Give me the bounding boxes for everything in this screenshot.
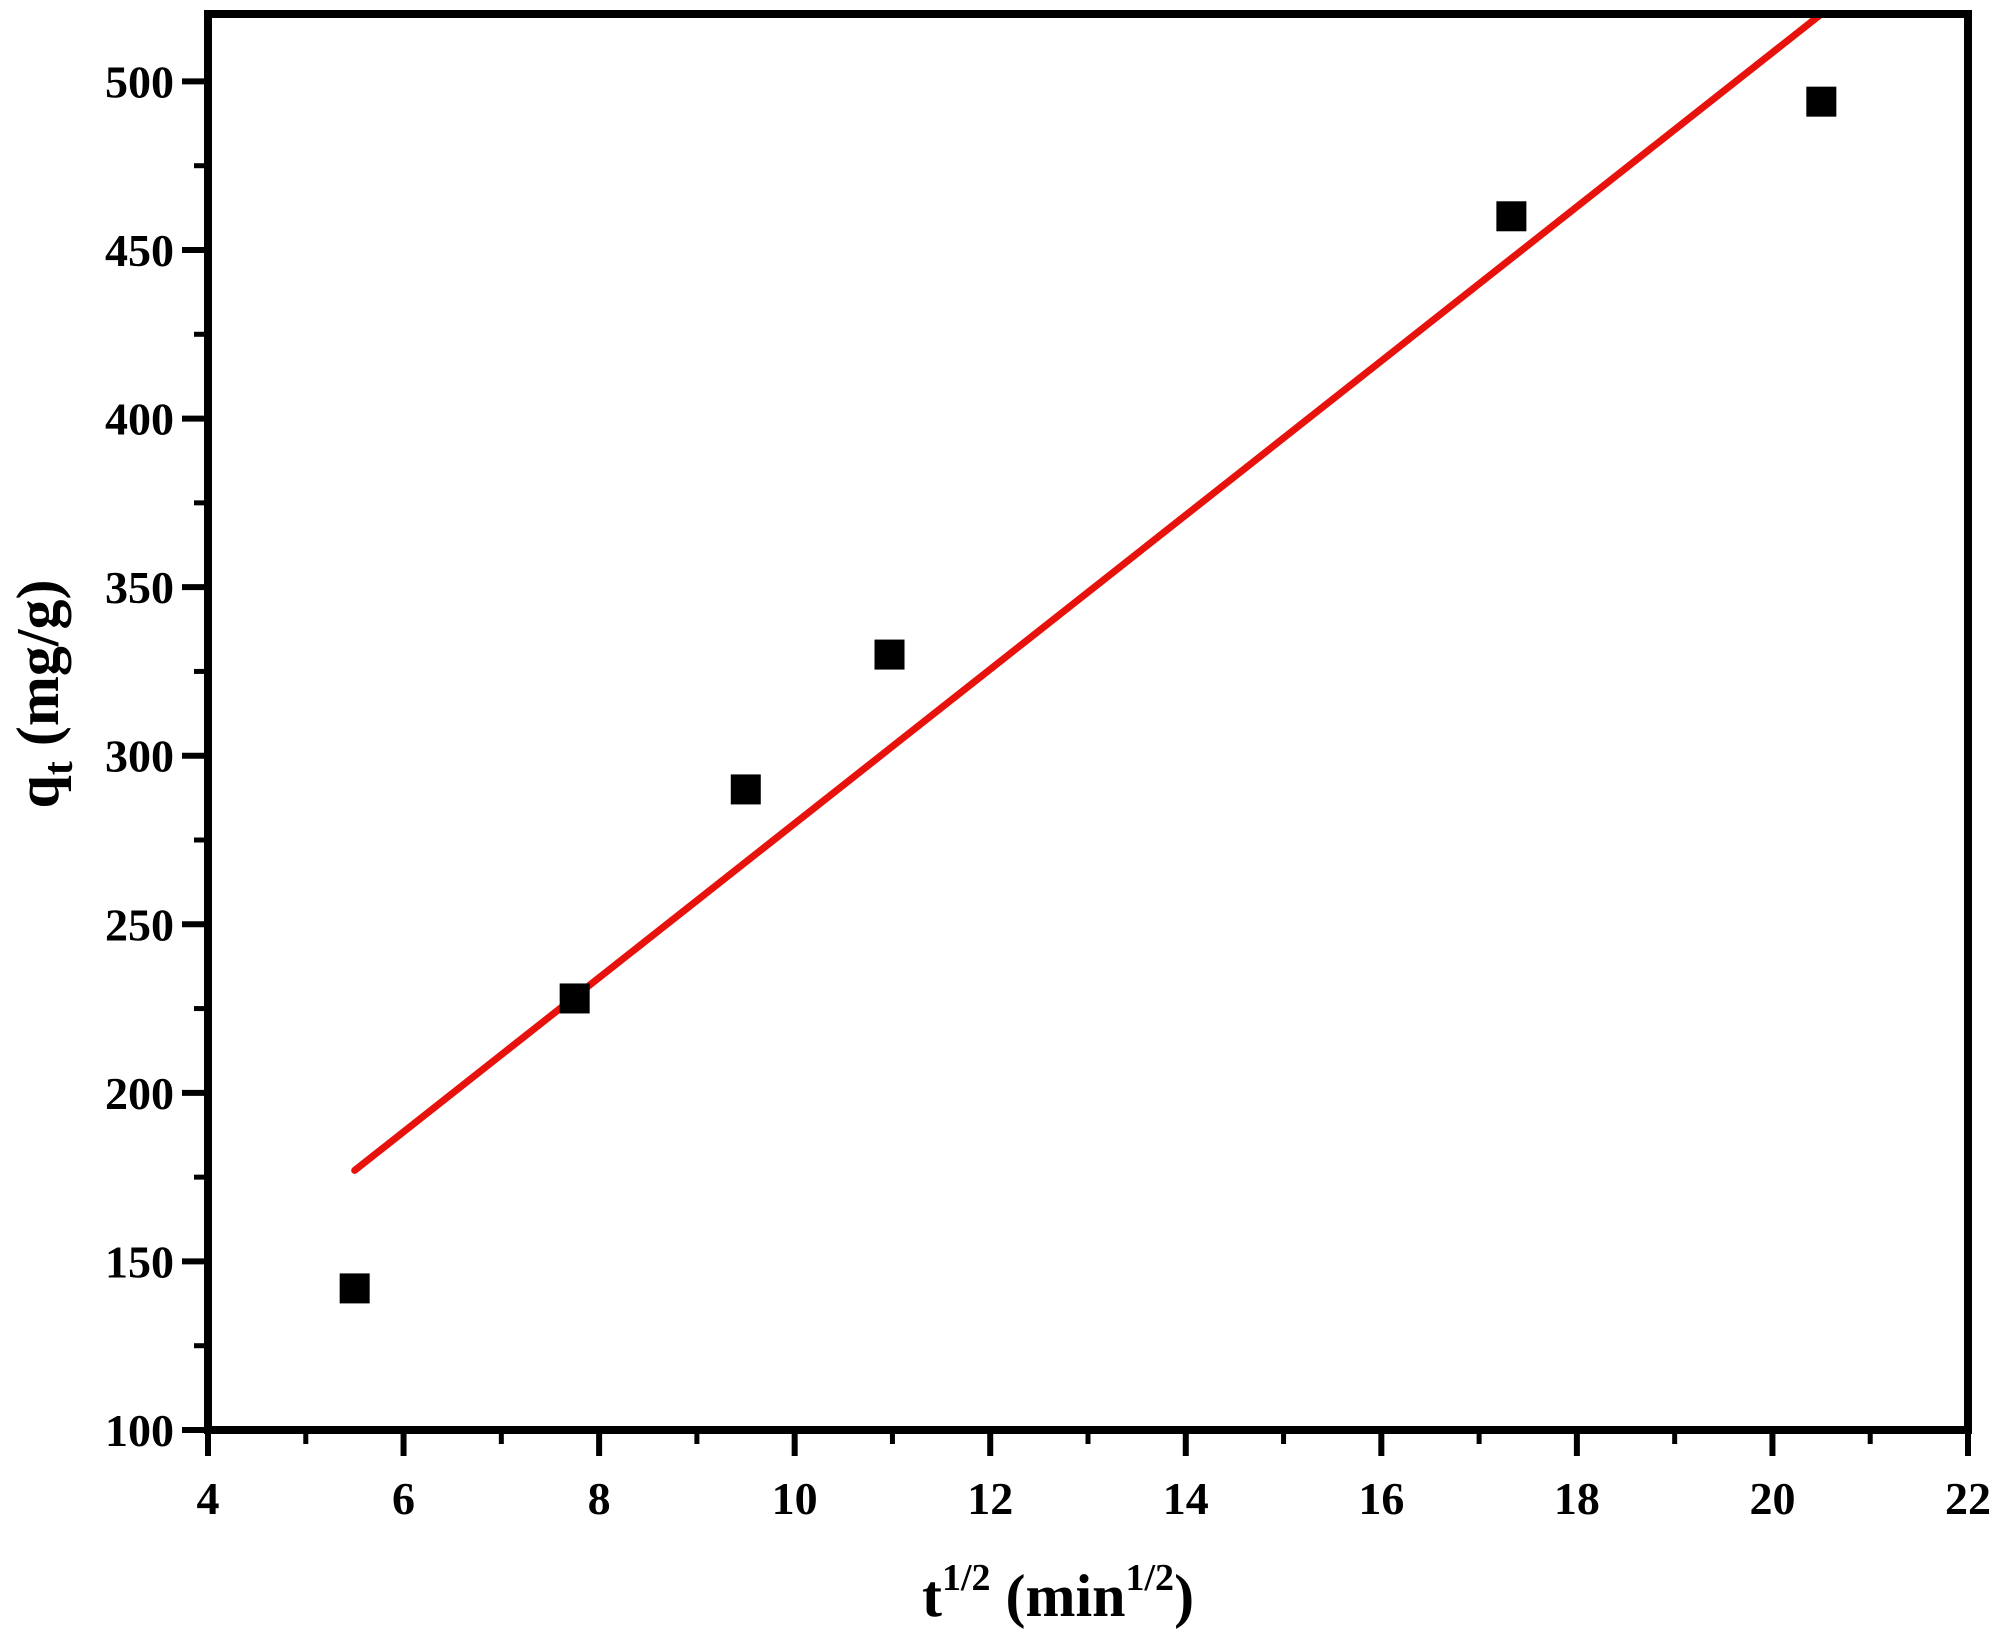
x-tick-label: 16 (1358, 1473, 1404, 1524)
y-axis-title: qt (mg/g) (5, 580, 82, 809)
x-tick-label: 14 (1163, 1473, 1209, 1524)
x-axis-title: t1/2 (min1/2) (922, 1557, 1194, 1629)
fit-line-layer (351, 10, 1825, 1174)
fit-line (351, 10, 1825, 1174)
y-axis-title-base: q (5, 775, 71, 808)
x-tick-label: 18 (1554, 1473, 1600, 1524)
y-tick-label: 200 (105, 1068, 174, 1119)
data-point (1806, 86, 1837, 117)
y-tick-label: 300 (105, 731, 174, 782)
x-axis-title-base: t (922, 1563, 942, 1629)
x-tick-label: 20 (1749, 1473, 1795, 1524)
y-axis-title-rest: (mg/g) (5, 580, 71, 762)
data-point (730, 774, 761, 805)
y-tick-label: 100 (105, 1405, 174, 1456)
y-tick-label: 500 (105, 56, 174, 107)
data-point (559, 983, 590, 1014)
x-tick-label: 22 (1945, 1473, 1991, 1524)
x-tick-label: 10 (772, 1473, 818, 1524)
x-tick-label: 4 (197, 1473, 220, 1524)
x-tick-label: 8 (588, 1473, 611, 1524)
y-tick-label: 250 (105, 899, 174, 950)
y-tick-label: 450 (105, 225, 174, 276)
y-tick-label: 400 (105, 394, 174, 445)
x-axis-title-sup2: 1/2 (1126, 1557, 1175, 1599)
data-point (339, 1273, 370, 1304)
plot-frame (204, 10, 1972, 1434)
y-tick-label: 350 (105, 562, 174, 613)
x-axis-title-mid: (min (991, 1563, 1126, 1629)
scatter-points-layer (339, 86, 1837, 1304)
data-point (1496, 201, 1527, 232)
y-axis-title-sub: t (36, 761, 82, 775)
x-axis-title-sup: 1/2 (942, 1557, 991, 1599)
y-tick-label: 150 (105, 1236, 174, 1287)
ticks-layer (182, 78, 1971, 1456)
tick-labels-layer: 4 6 8 10 12 14 16 18 20 22 100 150 200 250 300 350 400 45… (105, 56, 1991, 1524)
x-tick-label: 12 (967, 1473, 1013, 1524)
data-point (874, 639, 905, 670)
x-axis-title-end: ) (1174, 1563, 1194, 1629)
x-tick-label: 6 (392, 1473, 415, 1524)
